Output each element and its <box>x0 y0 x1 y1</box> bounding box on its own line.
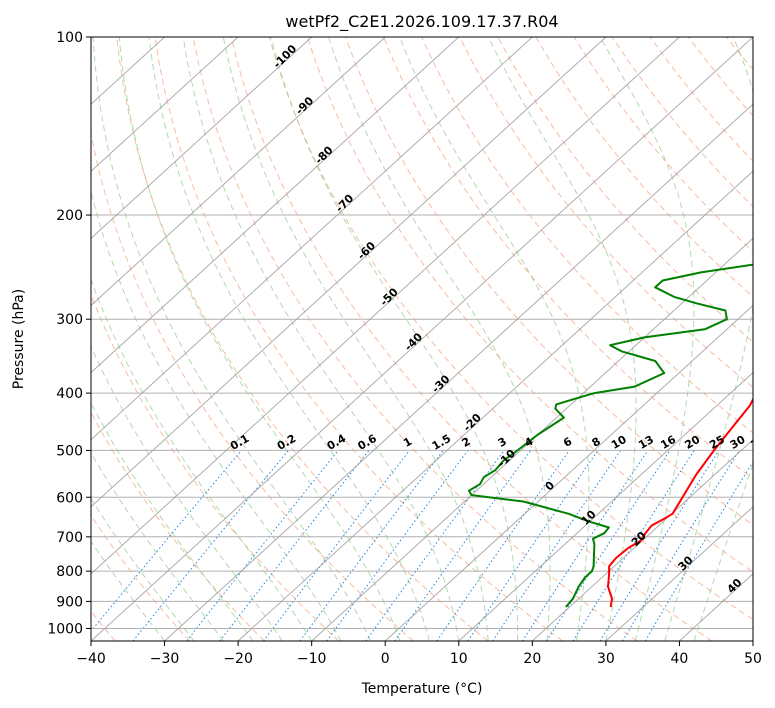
y-tick-label: 500 <box>56 443 83 459</box>
moist-adiabat-line <box>91 540 165 641</box>
mixing-ratio-line <box>622 450 740 641</box>
isotherm-line <box>164 103 753 641</box>
moist-adiabat-line <box>148 37 430 641</box>
x-tick-label: 20 <box>523 651 541 667</box>
isotherm-line <box>458 371 753 641</box>
isotherm-line <box>91 37 753 641</box>
dry-adiabat-line <box>91 514 191 641</box>
dry-adiabat-line <box>268 37 753 621</box>
mixing-ratio-line <box>132 450 289 641</box>
moist-adiabat-line <box>91 401 254 641</box>
chart-title: wetPf2_C2E1.2026.109.17.37.R04 <box>285 12 558 32</box>
x-axis-ticks: −40 −30 −20 −10 0 10 20 30 40 50 <box>76 641 762 667</box>
moist-adiabat-line <box>693 462 753 641</box>
x-axis-label: Temperature (°C) <box>361 681 483 697</box>
pressure-gridlines <box>91 37 753 629</box>
dry-adiabat-line <box>344 37 753 526</box>
mixing-ratio-line <box>467 450 599 641</box>
isotherm-line <box>384 304 753 641</box>
moist-adiabat-line <box>92 37 371 641</box>
y-tick-label: 600 <box>56 490 83 506</box>
mixing-ratio-line <box>365 450 505 641</box>
moist-adiabat-line <box>270 37 519 641</box>
dry-adiabat-line <box>116 37 489 641</box>
moist-adiabat-line <box>118 37 401 641</box>
y-tick-label: 100 <box>56 30 83 46</box>
moist-adiabat-line <box>91 451 224 641</box>
skewed-isotherms <box>91 37 753 641</box>
mixing-ratio-line <box>186 450 339 641</box>
mixing-ratio-line <box>599 450 720 641</box>
x-tick-label: −20 <box>223 651 253 667</box>
y-tick-label: 800 <box>56 564 83 580</box>
y-tick-label: 400 <box>56 386 83 402</box>
sounding-series <box>468 263 753 608</box>
isotherm-line <box>91 37 460 374</box>
isotherm-line <box>91 37 386 307</box>
x-tick-label: 10 <box>450 651 468 667</box>
y-axis-ticks: 100 200 300 400 500 600 700 800 900 1000 <box>47 30 91 637</box>
y-tick-label: 200 <box>56 208 83 224</box>
mixing-ratio-line <box>492 450 622 641</box>
mixing-ratio-line <box>546 450 671 641</box>
mixing-ratio-line <box>263 450 410 641</box>
dry-adiabat-line <box>91 411 265 641</box>
y-tick-label: 1000 <box>47 621 83 637</box>
mixing-ratio-lines <box>91 450 753 641</box>
isotherm-line <box>311 237 753 641</box>
mixing-ratio-line <box>299 450 444 641</box>
plot-area: 0.10.20.40.611.52346810131620253036-100-… <box>91 37 768 641</box>
mixing-ratio-line <box>326 450 469 641</box>
isotherm-line <box>91 37 239 172</box>
isotherm-line <box>91 37 313 240</box>
isotherm-line <box>91 37 680 575</box>
x-tick-label: −10 <box>297 651 327 667</box>
y-tick-label: 900 <box>56 594 83 610</box>
x-tick-label: 50 <box>744 651 762 667</box>
isotherm-line <box>605 506 753 641</box>
x-tick-label: −30 <box>150 651 180 667</box>
dry-adiabat-line <box>306 37 753 573</box>
y-axis-label: Pressure (hPa) <box>11 289 27 389</box>
x-tick-label: 30 <box>597 651 615 667</box>
moist-adiabat-line <box>599 37 695 641</box>
moist-adiabat-line <box>91 190 342 641</box>
mixing-ratio-label: 36 <box>748 433 768 452</box>
dry-adiabat-line <box>91 131 414 641</box>
dry-adiabat-line <box>154 37 563 641</box>
temperature-profile-line <box>607 397 753 608</box>
moist-adiabat-line <box>399 37 590 641</box>
mixing-ratio-line <box>436 450 570 641</box>
y-tick-label: 700 <box>56 530 83 546</box>
mixing-ratio-line <box>522 450 649 641</box>
dry-adiabat-line <box>192 37 638 641</box>
x-tick-label: 0 <box>381 651 390 667</box>
isotherm-line <box>531 438 753 641</box>
x-tick-label: 40 <box>671 651 689 667</box>
y-tick-label: 300 <box>56 312 83 328</box>
isotherm-line <box>91 37 607 508</box>
mixing-ratio-line <box>91 450 242 632</box>
isotherm-line <box>237 170 753 641</box>
isotherm-line <box>91 37 533 441</box>
plot-frame <box>90 36 754 642</box>
dewpoint-profile-line <box>468 263 753 608</box>
x-tick-label: −40 <box>76 651 106 667</box>
moist-adiabat-line <box>664 37 753 641</box>
moist-adiabat-line <box>182 37 460 641</box>
moist-adiabat-line <box>487 37 637 641</box>
moist-adiabat-line <box>91 497 195 641</box>
